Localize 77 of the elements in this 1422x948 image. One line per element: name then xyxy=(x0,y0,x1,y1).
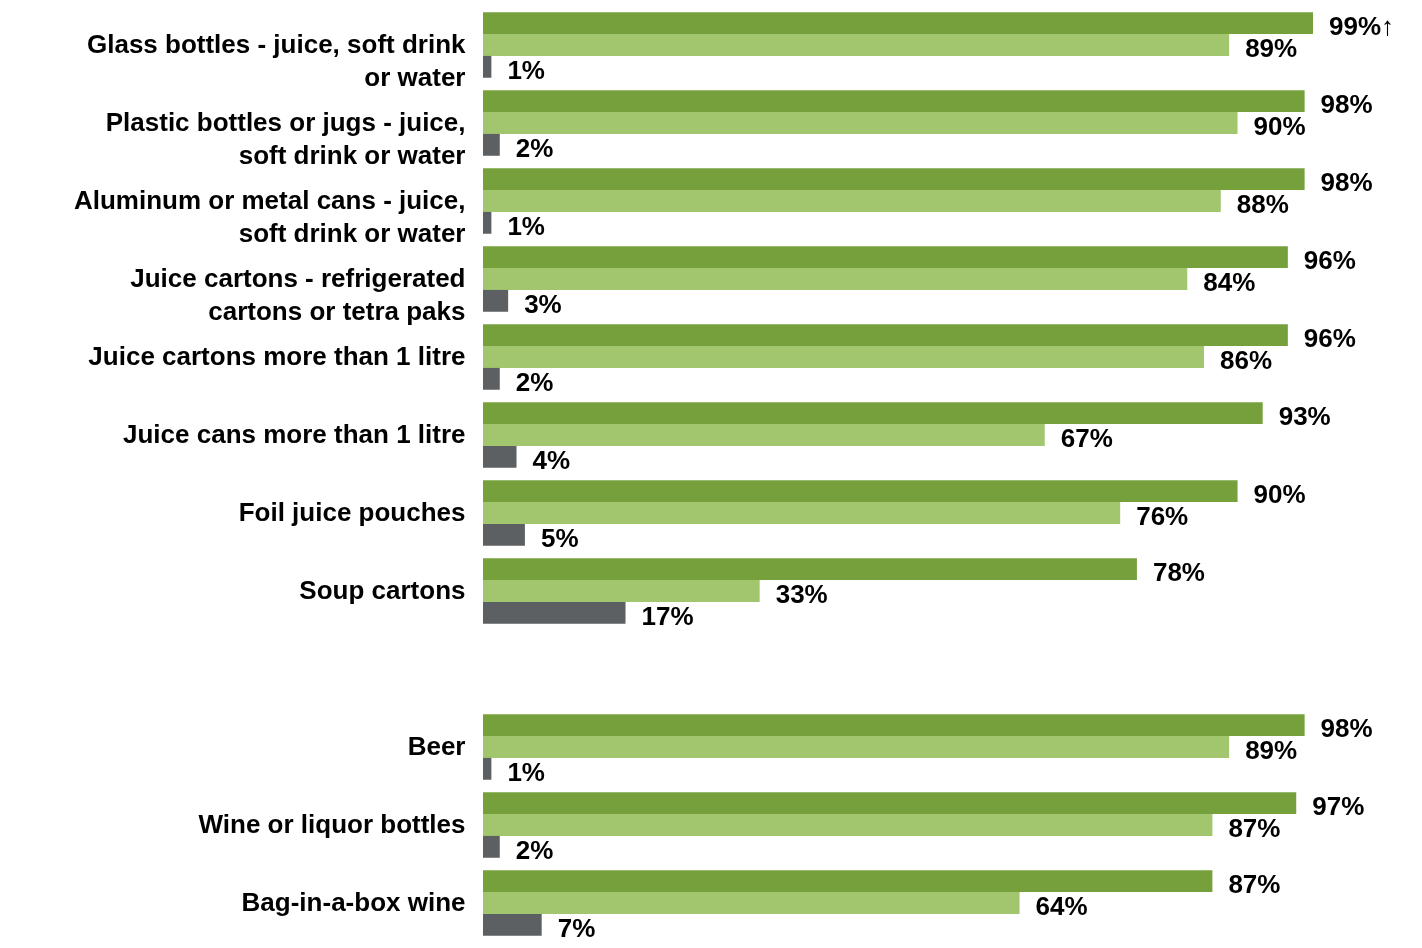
bar xyxy=(483,814,1213,836)
data-label: 99%↑ xyxy=(1329,11,1395,42)
bar xyxy=(483,211,492,234)
data-label: 76% xyxy=(1136,501,1189,531)
data-label: 5% xyxy=(540,522,579,553)
data-label: 89% xyxy=(1245,735,1298,765)
bar xyxy=(483,558,1137,581)
data-label: 2% xyxy=(515,132,554,163)
data-label: 98% xyxy=(1320,167,1373,198)
data-label: 93% xyxy=(1278,401,1331,432)
bar xyxy=(483,402,1263,425)
bar xyxy=(483,424,1045,446)
bar xyxy=(483,190,1221,212)
data-label: 17% xyxy=(641,600,694,631)
bar xyxy=(483,367,500,390)
bar xyxy=(483,445,517,468)
bar xyxy=(483,168,1305,191)
bar xyxy=(483,34,1230,56)
data-label: 4% xyxy=(532,444,571,475)
bar xyxy=(483,55,492,78)
bar xyxy=(483,346,1205,368)
bar xyxy=(483,736,1230,758)
y-tick-label: Plastic bottles or jugs - juice, soft drink or water xyxy=(105,107,466,170)
y-tick-label: Soup cartons xyxy=(299,575,466,605)
data-label: 84% xyxy=(1203,267,1256,297)
bar xyxy=(483,268,1188,290)
bar xyxy=(483,133,500,156)
bar xyxy=(483,835,500,858)
data-label: 2% xyxy=(515,366,554,397)
y-tick-label: Foil juice pouches xyxy=(238,497,466,527)
data-label: 90% xyxy=(1253,111,1306,141)
data-label: 1% xyxy=(507,54,545,85)
bar xyxy=(483,892,1020,914)
bar xyxy=(483,870,1213,893)
bar xyxy=(483,324,1288,347)
bar xyxy=(483,289,509,312)
y-tick-label: Aluminum or metal cans - juice, soft drink or water xyxy=(73,185,466,248)
bar xyxy=(483,12,1313,35)
y-tick-label: Bag-in-a-box wine xyxy=(241,887,466,917)
bar xyxy=(483,913,542,936)
bar xyxy=(483,792,1297,815)
data-label: 87% xyxy=(1228,869,1281,900)
data-label: 98% xyxy=(1320,713,1373,744)
data-label: 67% xyxy=(1060,423,1113,453)
bar xyxy=(483,502,1121,524)
data-label: 96% xyxy=(1303,245,1356,276)
bar xyxy=(483,757,492,780)
bar xyxy=(483,480,1238,503)
bar xyxy=(483,523,525,546)
data-label: 3% xyxy=(524,288,562,319)
data-label: 64% xyxy=(1035,891,1088,921)
data-label: 7% xyxy=(557,912,596,943)
bar xyxy=(483,580,760,602)
bar xyxy=(483,246,1288,269)
data-label: 96% xyxy=(1303,323,1356,354)
bar xyxy=(483,714,1305,737)
bar xyxy=(483,601,626,624)
data-label: 97% xyxy=(1312,791,1365,822)
y-tick-label: Glass bottles - juice, soft drink or water xyxy=(86,29,467,92)
data-label: 90% xyxy=(1253,479,1306,510)
data-label: 87% xyxy=(1228,813,1281,843)
data-label: 2% xyxy=(515,834,554,865)
bar xyxy=(483,112,1238,134)
data-label: 86% xyxy=(1220,345,1273,375)
y-tick-label: Juice cartons - refrigerated cartons or tetra paks xyxy=(130,263,466,326)
y-tick-label: Juice cans more than 1 litre xyxy=(123,419,466,449)
y-tick-label: Juice cartons more than 1 litre xyxy=(88,341,466,371)
y-tick-label: Wine or liquor bottles xyxy=(198,809,466,839)
data-label: 1% xyxy=(507,210,545,241)
bar xyxy=(483,90,1305,113)
data-label: 78% xyxy=(1152,557,1205,588)
data-label: 88% xyxy=(1236,189,1289,219)
data-label: 1% xyxy=(507,756,545,787)
y-tick-label: Beer xyxy=(407,731,466,761)
data-label: 33% xyxy=(775,579,828,609)
data-label: 98% xyxy=(1320,89,1373,120)
data-label: 89% xyxy=(1245,33,1298,63)
